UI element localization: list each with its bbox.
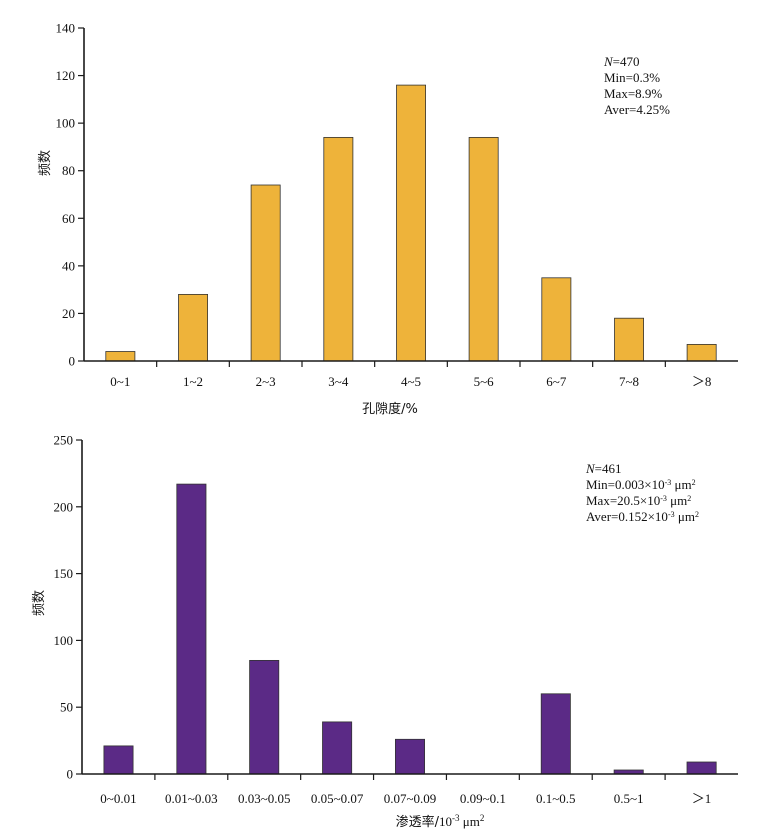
y-tick-label: 100 [54,633,74,648]
y-tick-label: 140 [56,21,76,36]
bar-0~1 [105,351,136,362]
bar-＞1 [686,761,717,775]
bar-4~5 [396,84,427,362]
x-category-label: 4~5 [401,374,421,389]
bar-2~3 [250,184,281,362]
bar-7~8 [614,317,645,362]
porosity-stats-annotation: N=470 Min=0.3% Max=8.9% Aver=4.25% [603,54,670,117]
x-category-label: 0~1 [110,374,130,389]
x-category-label: 7~8 [619,374,639,389]
y-tick-label: 120 [56,68,76,83]
bar-1~2 [178,293,209,362]
bar-＞8 [686,343,717,362]
permeability-x-title-base: 10 [439,814,452,829]
y-tick-label: 80 [62,163,75,178]
y-tick-label: 250 [54,433,74,448]
bar-0.01~0.03 [176,483,207,775]
y-tick-label: 20 [62,306,75,321]
x-category-label: 0.5~1 [614,791,644,806]
y-tick-label: 0 [69,354,76,369]
x-category-label: ＞1 [692,791,712,806]
x-category-label: 5~6 [474,374,495,389]
svg-text:N=461: N=461 [585,461,622,476]
x-category-label: 0.1~0.5 [536,791,576,806]
permeability-x-axis-title: 渗透率/10-3 μm2 [396,813,485,830]
bar-3~4 [323,136,354,362]
porosity-stat-max: Max=8.9% [604,86,662,101]
bar-0.05~0.07 [322,721,353,775]
x-category-label: 0.05~0.07 [311,791,364,806]
permeability-stat-max: Max=20.5×10-3 μm2 [586,493,691,508]
porosity-x-ticks: 0~1 1~2 2~3 3~4 4~5 5~6 6~7 7~8 ＞8 [110,361,711,389]
permeability-x-title-exp: -3 [452,813,460,823]
bar-6~7 [541,277,572,362]
permeability-x-title-main: 渗透率/ [396,814,440,830]
y-tick-label: 150 [54,566,74,581]
porosity-stat-n-value: =470 [613,54,640,69]
bar-0~0.01 [103,745,134,775]
permeability-stat-aver: Aver=0.152×10-3 μm2 [586,509,699,524]
permeability-x-title-unit: μm [460,814,480,829]
x-category-label: 3~4 [328,374,349,389]
y-tick-label: 50 [60,700,73,715]
permeability-x-ticks: 0~0.01 0.01~0.03 0.03~0.05 0.05~0.07 0.07~0.… [100,774,711,806]
x-category-label: 0.03~0.05 [238,791,291,806]
y-tick-label: 40 [62,258,75,273]
porosity-stat-aver: Aver=4.25% [604,102,670,117]
porosity-bars [105,84,717,362]
bar-0.1~0.5 [540,693,571,775]
permeability-stats-annotation: N=461 Min=0.003×10-3 μm2 Max=20.5×10-3 μ… [585,461,699,524]
permeability-histogram: 0 50 100 150 200 250 0~0.01 0.01~0.03 0.03~0.05… [32,433,738,830]
porosity-stat-n-label: N [603,54,614,69]
permeability-stat-n-value: =461 [595,461,622,476]
bar-0.07~0.09 [394,738,425,775]
permeability-x-title-unit-exp: 2 [480,813,485,823]
permeability-y-axis-title: 频数 [32,590,47,616]
svg-text:N=470: N=470 [603,54,640,69]
x-category-label: 1~2 [183,374,203,389]
x-category-label: 0.09~0.1 [460,791,506,806]
bar-5~6 [468,136,499,362]
x-category-label: 2~3 [256,374,276,389]
permeability-y-ticks: 0 50 100 150 200 250 [54,433,82,782]
porosity-stat-min: Min=0.3% [604,70,660,85]
x-category-label: 0.01~0.03 [165,791,218,806]
x-category-label: 0~0.01 [100,791,136,806]
porosity-y-ticks: 0 20 40 60 80 100 120 140 [56,21,84,369]
y-tick-label: 100 [56,116,76,131]
y-tick-label: 0 [67,767,74,782]
permeability-bars [103,483,717,775]
porosity-y-axis-title: 频数 [38,150,53,176]
x-category-label: ＞8 [692,374,712,389]
bar-0.03~0.05 [249,659,280,775]
porosity-x-axis-title: 孔隙度/% [362,401,418,417]
x-category-label: 6~7 [546,374,567,389]
x-category-label: 0.07~0.09 [384,791,437,806]
porosity-histogram: 0 20 40 60 80 100 120 140 0~1 1~2 2~3 3~4 4~5 5~6 6~7… [38,21,738,417]
y-tick-label: 60 [62,211,75,226]
permeability-stat-min: Min=0.003×10-3 μm2 [586,477,696,492]
y-tick-label: 200 [54,499,74,514]
permeability-stat-n-label: N [585,461,596,476]
